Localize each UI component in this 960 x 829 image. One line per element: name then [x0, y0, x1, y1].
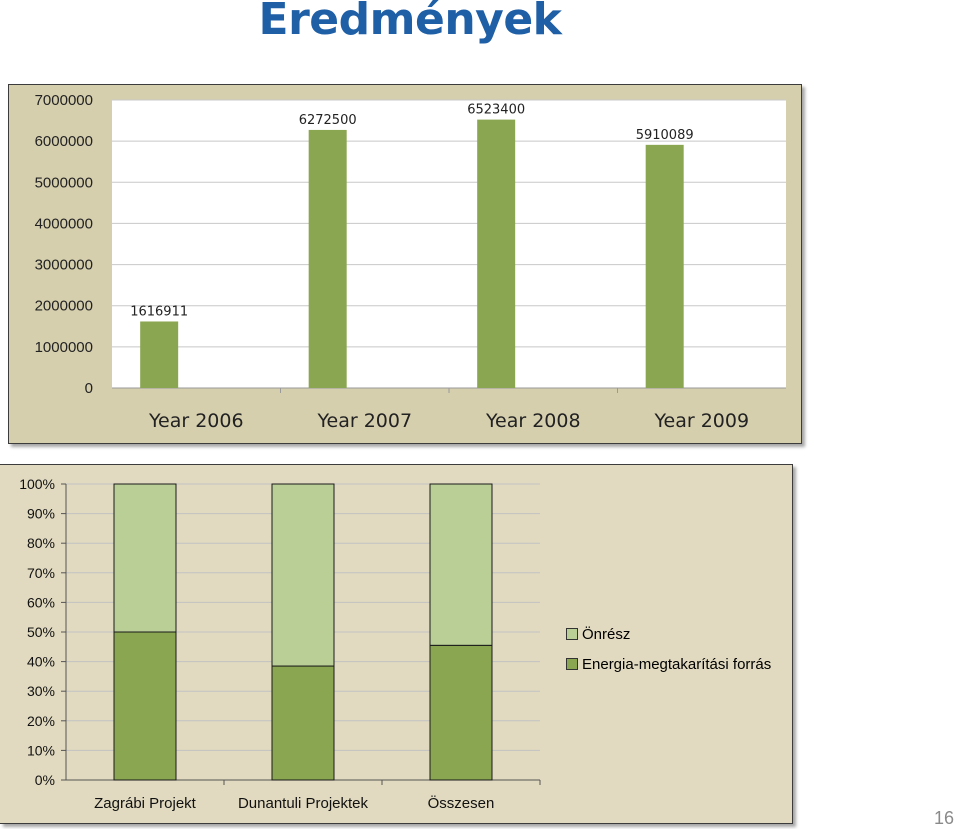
data-label: 6272500 [299, 113, 357, 128]
x-tick-label: Zagrábi Projekt [94, 795, 197, 812]
y-tick-label: 10% [27, 742, 55, 758]
bar [477, 119, 516, 388]
legend-swatch-onresz [566, 628, 578, 640]
stacked-bar-segment [271, 483, 335, 667]
y-tick-label: 70% [27, 565, 55, 581]
y-tick-label: 2000000 [35, 298, 93, 315]
y-tick-label: 1000000 [35, 339, 93, 356]
plot-area [112, 100, 786, 388]
y-tick-label: 0 [85, 380, 93, 397]
y-tick-label: 7000000 [35, 92, 93, 109]
y-tick-label: 30% [27, 683, 55, 699]
y-tick-label: 0% [35, 772, 55, 788]
y-tick-label: 100% [19, 476, 55, 492]
y-tick-label: 3000000 [35, 257, 93, 274]
bar [645, 144, 684, 388]
stacked-bar-segment [113, 483, 177, 633]
bar [140, 321, 179, 388]
y-tick-label: 60% [27, 594, 55, 610]
x-tick-label: Összesen [428, 794, 495, 812]
legend-item-energia: Energia-megtakarítási forrás [566, 649, 771, 679]
legend-label-energia: Energia-megtakarítási forrás [582, 655, 772, 673]
y-tick-label: 6000000 [35, 133, 93, 150]
data-label: 1616911 [130, 304, 188, 319]
x-tick-label: Year 2008 [485, 410, 581, 432]
y-tick-label: 90% [27, 506, 55, 522]
page-number: 16 [934, 808, 955, 828]
y-tick-label: 80% [27, 535, 55, 551]
y-tick-label: 40% [27, 654, 55, 670]
stacked-bar-segment [113, 631, 177, 781]
stacked-bar-segment [429, 483, 493, 646]
x-tick-label: Year 2007 [316, 410, 412, 432]
x-tick-label: Year 2009 [653, 410, 749, 432]
legend-swatch-energia [566, 658, 578, 670]
legend-label-onresz: Önrész [582, 625, 631, 643]
stacked-bar-segment [429, 644, 493, 781]
x-tick-label: Year 2006 [148, 410, 244, 432]
data-label: 6523400 [467, 103, 525, 118]
legend-item-onresz: Önrész [566, 619, 771, 649]
stacked-bar-segment [271, 665, 335, 781]
y-tick-label: 4000000 [35, 215, 93, 232]
slide-title: Eredmények [258, 0, 562, 45]
bar [308, 129, 347, 388]
y-tick-label: 50% [27, 624, 55, 640]
data-label: 5910089 [636, 128, 694, 143]
y-tick-label: 20% [27, 713, 55, 729]
chart-legend: Önrész Energia-megtakarítási forrás [566, 619, 771, 679]
x-tick-label: Dunantuli Projektek [238, 795, 369, 812]
y-tick-label: 5000000 [35, 174, 93, 191]
